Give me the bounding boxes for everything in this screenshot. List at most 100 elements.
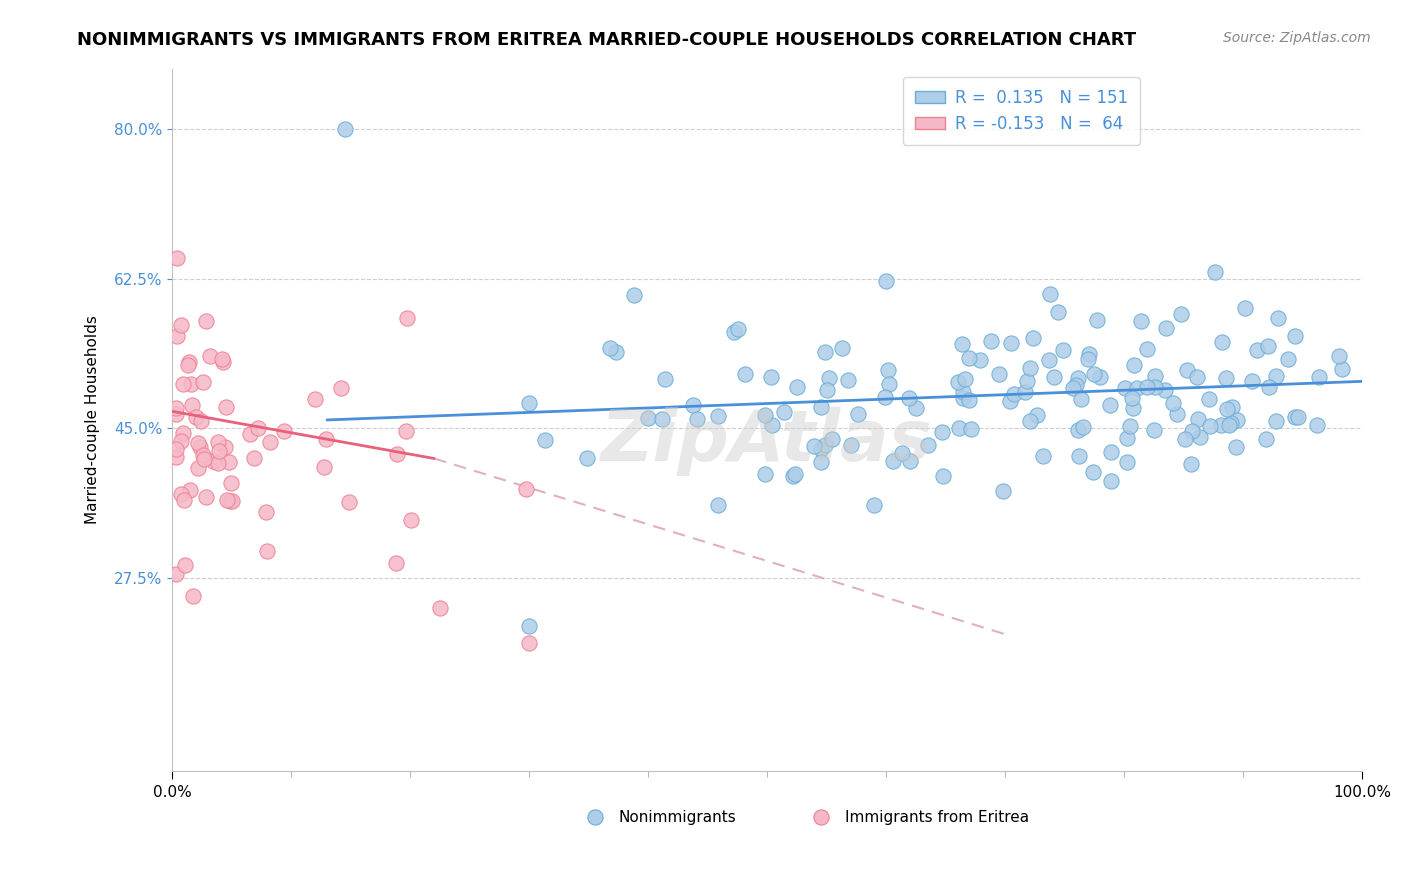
Point [385,556,408,570]
Point [395,424,418,438]
Point [1265,369,1288,384]
Point [1046,304,1069,318]
Point [254,505,277,519]
Point [1241,374,1264,388]
Point [682,398,704,412]
Point [207,434,229,449]
Point [214,440,236,454]
Point [517,395,540,409]
Point [165,566,187,581]
Point [1000,393,1022,408]
Point [1018,361,1040,376]
Point [904,401,927,415]
Point [841,438,863,452]
Point [395,311,418,326]
Point [723,325,745,339]
Point [165,450,187,464]
Point [821,433,844,447]
Point [207,456,229,470]
Point [221,494,243,508]
Point [174,558,197,572]
Point [401,513,423,527]
Point [172,377,194,392]
Point [707,409,730,423]
Point [818,371,841,385]
Point [176,358,198,372]
Point [1180,457,1202,471]
Text: ZipAtlas: ZipAtlas [602,407,934,475]
Point [198,350,221,364]
Point [1067,371,1090,385]
Point [180,377,202,392]
Point [810,863,832,877]
Point [873,391,896,405]
Point [1154,383,1177,397]
Point [188,440,211,454]
Point [786,380,808,394]
Point [831,342,853,356]
Point [980,334,1002,348]
Point [239,427,262,442]
Point [1187,412,1209,426]
Point [1070,392,1092,406]
Point [773,404,796,418]
Point [165,442,187,456]
Point [1052,343,1074,357]
Point [1284,329,1306,343]
Point [1144,380,1167,394]
Point [1125,382,1147,396]
Point [1083,465,1105,479]
Point [1166,407,1188,421]
Point [623,288,645,302]
Point [177,355,200,369]
Point [759,370,782,384]
Point [243,450,266,465]
Point [1071,419,1094,434]
Point [1286,410,1309,425]
Point [191,449,214,463]
Point [1327,349,1350,363]
Point [312,460,335,475]
Point [1181,425,1204,439]
Point [1042,370,1064,384]
Point [1099,474,1122,488]
Point [1067,449,1090,463]
Point [304,392,326,406]
Point [1199,418,1222,433]
Point [879,377,901,392]
Point [900,454,922,468]
Point [190,414,212,428]
Point [170,434,193,448]
Point [1067,423,1090,437]
Point [1136,380,1159,394]
Point [195,490,218,504]
Point [1154,320,1177,334]
Point [515,482,537,496]
Point [1204,265,1226,279]
Point [785,467,807,482]
Point [181,589,204,603]
Point [803,439,825,453]
Point [862,498,884,512]
Point [959,351,981,365]
Point [1122,401,1144,416]
Point [191,376,214,390]
Point [1267,310,1289,325]
Point [1088,370,1111,384]
Point [782,468,804,483]
Point [1122,358,1144,372]
Point [1219,417,1241,431]
Point [637,410,659,425]
Point [1077,346,1099,360]
Point [1014,385,1036,400]
Point [960,422,983,436]
Point [1189,430,1212,444]
Point [1305,418,1327,433]
Point [184,409,207,424]
Point [1246,343,1268,357]
Point [1129,314,1152,328]
Point [1062,381,1084,395]
Point [211,355,233,369]
Point [187,460,209,475]
Point [1284,410,1306,425]
